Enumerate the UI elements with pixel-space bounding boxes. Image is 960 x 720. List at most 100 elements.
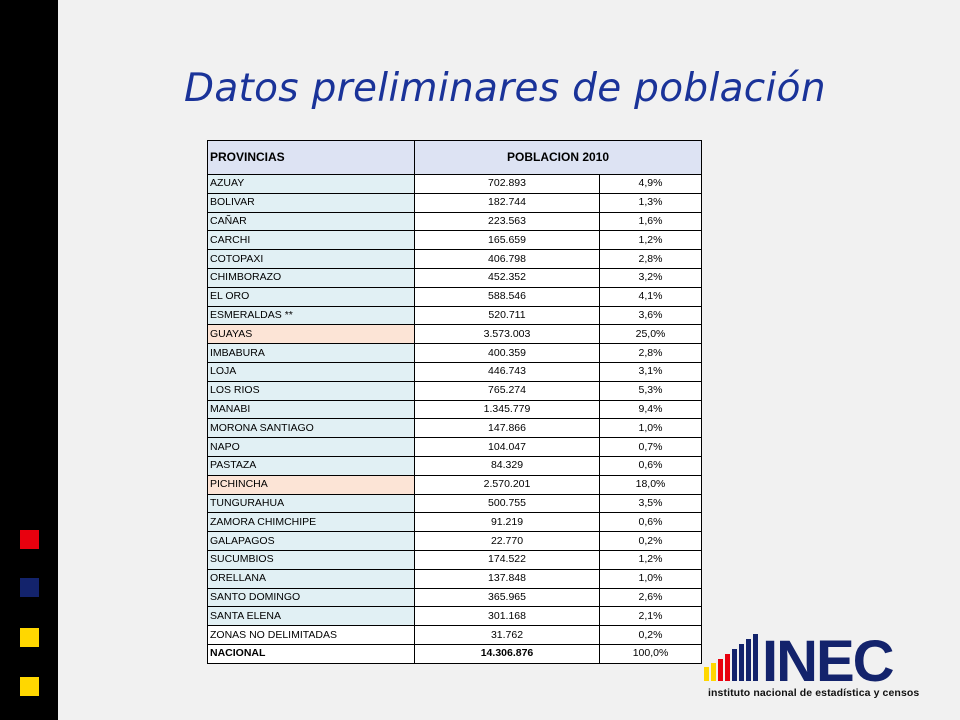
percentage-cell: 1,3% bbox=[599, 192, 702, 213]
province-name-cell: ZONAS NO DELIMITADAS bbox=[207, 625, 415, 645]
table-row: GUAYAS 3.573.003 25,0% bbox=[207, 324, 702, 345]
population-cell: 3.573.003 bbox=[414, 324, 600, 345]
table-header-row: PROVINCIAS POBLACION 2010 bbox=[207, 140, 702, 175]
percentage-cell: 1,0% bbox=[599, 418, 702, 439]
percentage-cell: 2,8% bbox=[599, 343, 702, 363]
province-name-cell: PICHINCHA bbox=[207, 474, 415, 495]
table-row: CARCHI 165.659 1,2% bbox=[207, 230, 702, 251]
table-row: MORONA SANTIAGO 147.866 1,0% bbox=[207, 418, 702, 439]
province-name-cell: COTOPAXI bbox=[207, 249, 415, 269]
population-cell: 147.866 bbox=[414, 418, 600, 439]
percentage-cell: 100,0% bbox=[599, 643, 702, 664]
population-cell: 174.522 bbox=[414, 549, 600, 570]
percentage-cell: 18,0% bbox=[599, 474, 702, 495]
table-row: CAÑAR 223.563 1,6% bbox=[207, 211, 702, 232]
logo-bar-7 bbox=[746, 639, 751, 681]
percentage-cell: 4,9% bbox=[599, 174, 702, 194]
percentage-cell: 0,6% bbox=[599, 512, 702, 533]
logo-bar-4 bbox=[725, 654, 730, 681]
population-cell: 588.546 bbox=[414, 286, 600, 307]
province-name-cell: CARCHI bbox=[207, 230, 415, 251]
population-cell: 137.848 bbox=[414, 568, 600, 589]
province-name-cell: CHIMBORAZO bbox=[207, 267, 415, 288]
table-row: NACIONAL 14.306.876 100,0% bbox=[207, 643, 702, 664]
population-cell: 365.965 bbox=[414, 587, 600, 608]
table-row: AZUAY 702.893 4,9% bbox=[207, 174, 702, 194]
population-cell: 702.893 bbox=[414, 174, 600, 194]
percentage-cell: 1,2% bbox=[599, 230, 702, 251]
province-name-cell: CAÑAR bbox=[207, 211, 415, 232]
red-square-decoration bbox=[20, 530, 39, 549]
table-row: LOJA 446.743 3,1% bbox=[207, 361, 702, 382]
population-cell: 84.329 bbox=[414, 455, 600, 476]
population-cell: 104.047 bbox=[414, 437, 600, 457]
percentage-cell: 0,2% bbox=[599, 531, 702, 551]
table-row: ORELLANA 137.848 1,0% bbox=[207, 568, 702, 589]
table-row: SUCUMBIOS 174.522 1,2% bbox=[207, 549, 702, 570]
population-cell: 446.743 bbox=[414, 361, 600, 382]
header-poblacion: POBLACION 2010 bbox=[414, 140, 702, 175]
population-cell: 31.762 bbox=[414, 625, 600, 645]
population-cell: 301.168 bbox=[414, 606, 600, 627]
percentage-cell: 25,0% bbox=[599, 324, 702, 345]
slide-title: Datos preliminares de población bbox=[184, 66, 826, 111]
table-row: GALAPAGOS 22.770 0,2% bbox=[207, 531, 702, 551]
population-cell: 22.770 bbox=[414, 531, 600, 551]
province-name-cell: GALAPAGOS bbox=[207, 531, 415, 551]
table-row: IMBABURA 400.359 2,8% bbox=[207, 343, 702, 363]
percentage-cell: 0,6% bbox=[599, 455, 702, 476]
table-row: BOLIVAR 182.744 1,3% bbox=[207, 192, 702, 213]
population-cell: 223.563 bbox=[414, 211, 600, 232]
inec-logo: INEC bbox=[704, 629, 896, 694]
percentage-cell: 2,8% bbox=[599, 249, 702, 269]
table-row: LOS RIOS 765.274 5,3% bbox=[207, 380, 702, 401]
province-name-cell: AZUAY bbox=[207, 174, 415, 194]
percentage-cell: 0,7% bbox=[599, 437, 702, 457]
population-cell: 400.359 bbox=[414, 343, 600, 363]
province-name-cell: TUNGURAHUA bbox=[207, 493, 415, 514]
province-name-cell: NACIONAL bbox=[207, 643, 415, 664]
population-cell: 520.711 bbox=[414, 305, 600, 326]
logo-tagline: instituto nacional de estadística y cens… bbox=[708, 687, 920, 699]
province-name-cell: EL ORO bbox=[207, 286, 415, 307]
province-name-cell: LOS RIOS bbox=[207, 380, 415, 401]
percentage-cell: 0,2% bbox=[599, 625, 702, 645]
table-row: CHIMBORAZO 452.352 3,2% bbox=[207, 267, 702, 288]
percentage-cell: 3,5% bbox=[599, 493, 702, 514]
table-row: EL ORO 588.546 4,1% bbox=[207, 286, 702, 307]
population-cell: 765.274 bbox=[414, 380, 600, 401]
yellow-square-decoration-bottom bbox=[20, 677, 39, 696]
population-cell: 452.352 bbox=[414, 267, 600, 288]
province-name-cell: PASTAZA bbox=[207, 455, 415, 476]
logo-bar-5 bbox=[732, 649, 737, 681]
logo-bar-3 bbox=[718, 659, 723, 681]
table-row: NAPO 104.047 0,7% bbox=[207, 437, 702, 457]
logo-bar-8 bbox=[753, 634, 758, 681]
province-name-cell: ZAMORA CHIMCHIPE bbox=[207, 512, 415, 533]
population-cell: 2.570.201 bbox=[414, 474, 600, 495]
table-row: ZAMORA CHIMCHIPE 91.219 0,6% bbox=[207, 512, 702, 533]
logo-wordmark: INEC bbox=[762, 629, 894, 694]
table-row: SANTO DOMINGO 365.965 2,6% bbox=[207, 587, 702, 608]
population-table: PROVINCIAS POBLACION 2010 AZUAY 702.893 4,… bbox=[207, 140, 702, 664]
table-row: ZONAS NO DELIMITADAS 31.762 0,2% bbox=[207, 625, 702, 645]
percentage-cell: 1,2% bbox=[599, 549, 702, 570]
table-row: PICHINCHA 2.570.201 18,0% bbox=[207, 474, 702, 495]
population-cell: 1.345.779 bbox=[414, 399, 600, 420]
province-name-cell: BOLIVAR bbox=[207, 192, 415, 213]
population-cell: 165.659 bbox=[414, 230, 600, 251]
percentage-cell: 1,0% bbox=[599, 568, 702, 589]
table-row: TUNGURAHUA 500.755 3,5% bbox=[207, 493, 702, 514]
province-name-cell: SANTA ELENA bbox=[207, 606, 415, 627]
population-cell: 14.306.876 bbox=[414, 643, 600, 664]
left-accent-bar bbox=[0, 0, 58, 720]
table-row: SANTA ELENA 301.168 2,1% bbox=[207, 606, 702, 627]
table-row: MANABI 1.345.779 9,4% bbox=[207, 399, 702, 420]
percentage-cell: 1,6% bbox=[599, 211, 702, 232]
logo-bar-6 bbox=[739, 644, 744, 681]
province-name-cell: ORELLANA bbox=[207, 568, 415, 589]
percentage-cell: 3,1% bbox=[599, 361, 702, 382]
province-name-cell: SUCUMBIOS bbox=[207, 549, 415, 570]
percentage-cell: 9,4% bbox=[599, 399, 702, 420]
table-row: ESMERALDAS ** 520.711 3,6% bbox=[207, 305, 702, 326]
